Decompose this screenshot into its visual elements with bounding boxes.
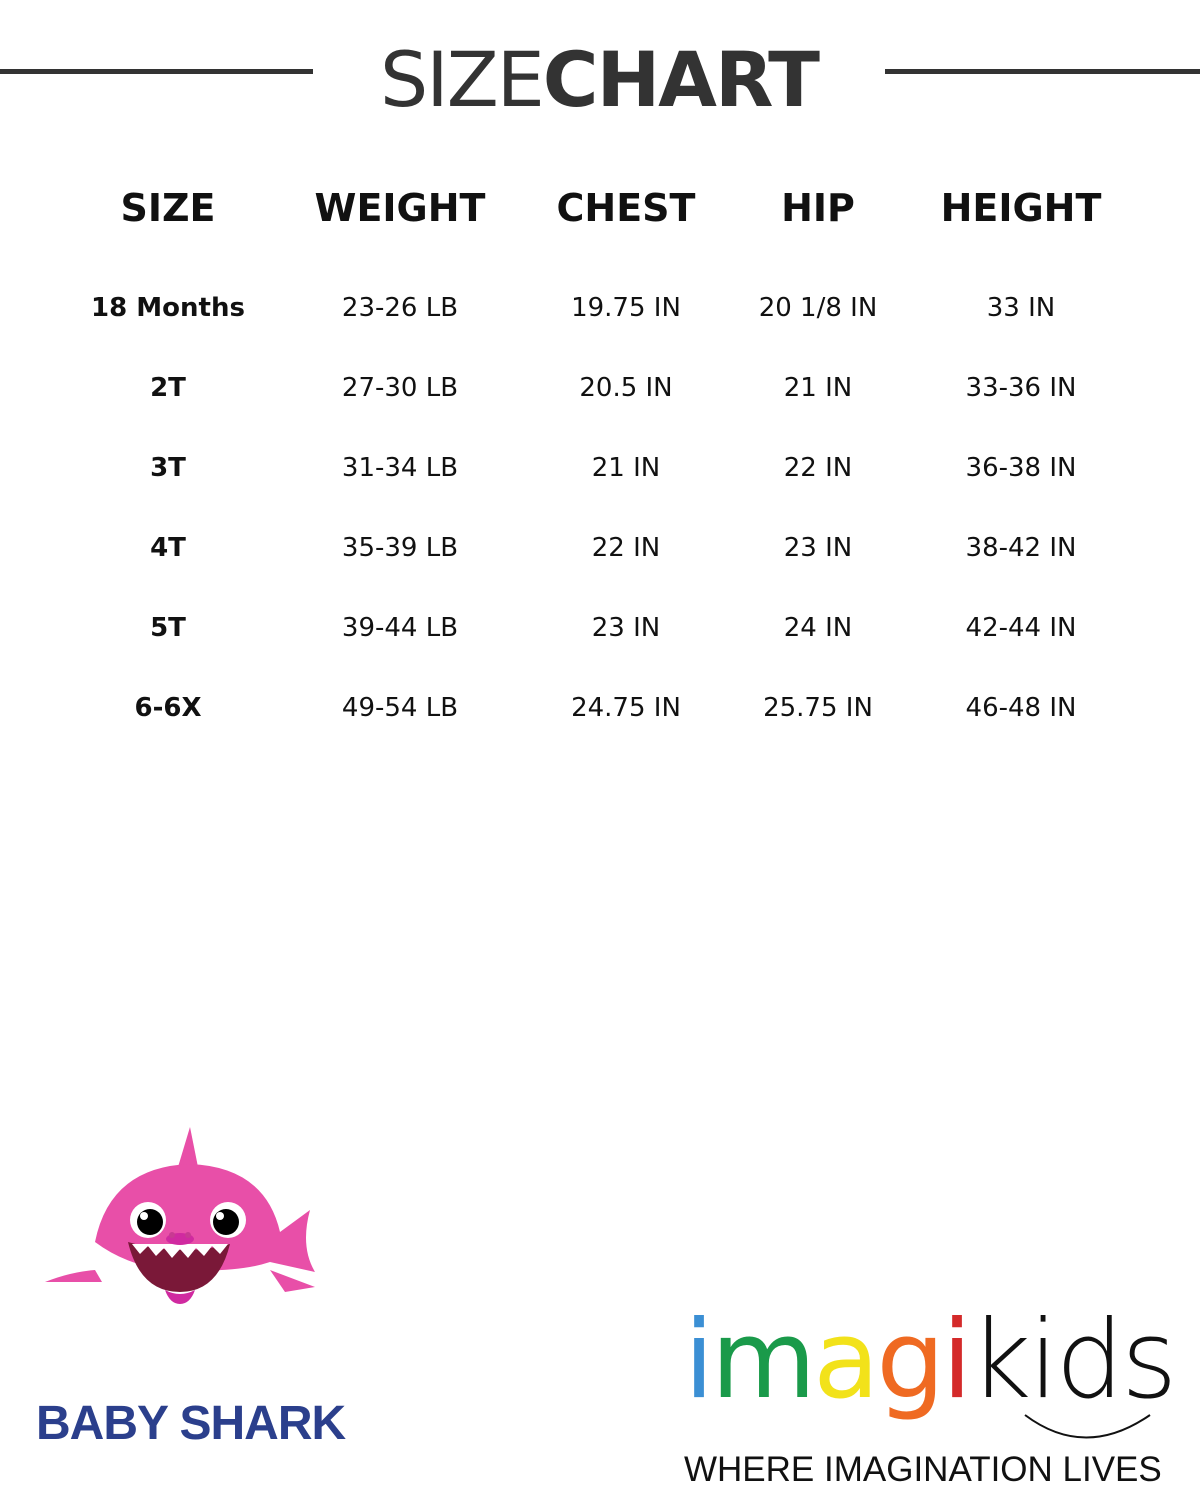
- column-header: CHEST: [556, 186, 696, 230]
- imagi-letter: a: [813, 1298, 879, 1423]
- size-label: 3T: [150, 453, 186, 483]
- table-cell: 36-38 IN: [965, 453, 1077, 483]
- imagi-letter: m: [711, 1298, 816, 1423]
- imagi-letter: i: [684, 1298, 714, 1423]
- size-label: 5T: [150, 613, 186, 643]
- table-cell: 22 IN: [591, 533, 661, 563]
- imagi-letter: i: [941, 1298, 972, 1423]
- title-rule-left: [0, 69, 313, 74]
- title-bold: CHART: [542, 35, 820, 124]
- table-cell: 35-39 LB: [341, 533, 459, 563]
- column-header: HIP: [781, 186, 855, 230]
- table-cell: 24 IN: [783, 613, 853, 643]
- table-cell: 33 IN: [986, 293, 1056, 323]
- title-light: SIZE: [380, 35, 545, 124]
- baby-shark-logo: BABY SHARK: [36, 1397, 346, 1450]
- table-cell: 27-30 LB: [341, 373, 459, 403]
- baby-shark-mascot-icon: [45, 1127, 315, 1304]
- size-label: 4T: [150, 533, 186, 563]
- size-label: 6-6X: [134, 693, 202, 723]
- table-cell: 23 IN: [783, 533, 853, 563]
- table-cell: 46-48 IN: [965, 693, 1077, 723]
- title-rule-right: [885, 69, 1200, 74]
- table-cell: 19.75 IN: [571, 293, 681, 323]
- table-cell: 33-36 IN: [965, 373, 1077, 403]
- imagikids-logo: imagikids: [684, 1296, 1177, 1426]
- size-label: 2T: [150, 373, 186, 403]
- size-label: 18 Months: [91, 293, 245, 323]
- column-header: HEIGHT: [940, 186, 1102, 230]
- table-cell: 20.5 IN: [579, 373, 673, 403]
- table-cell: 49-54 LB: [341, 693, 459, 723]
- table-cell: 21 IN: [591, 453, 661, 483]
- table-cell: 23 IN: [591, 613, 661, 643]
- smile-icon: [1024, 1414, 1151, 1439]
- table-cell: 23-26 LB: [341, 293, 459, 323]
- imagikids-tagline: WHERE IMAGINATION LIVES: [684, 1450, 1162, 1489]
- imagikids-suffix: kids: [969, 1298, 1177, 1423]
- table-cell: 24.75 IN: [571, 693, 681, 723]
- table-cell: 21 IN: [783, 373, 853, 403]
- page-title: SIZECHART: [313, 30, 885, 130]
- column-header: WEIGHT: [314, 186, 486, 230]
- table-cell: 38-42 IN: [965, 533, 1077, 563]
- table-cell: 42-44 IN: [965, 613, 1077, 643]
- imagi-letter: g: [876, 1298, 945, 1423]
- table-cell: 31-34 LB: [341, 453, 459, 483]
- column-header: SIZE: [120, 186, 216, 230]
- table-cell: 20 1/8 IN: [758, 293, 878, 323]
- table-cell: 39-44 LB: [341, 613, 459, 643]
- table-cell: 22 IN: [783, 453, 853, 483]
- table-cell: 25.75 IN: [763, 693, 873, 723]
